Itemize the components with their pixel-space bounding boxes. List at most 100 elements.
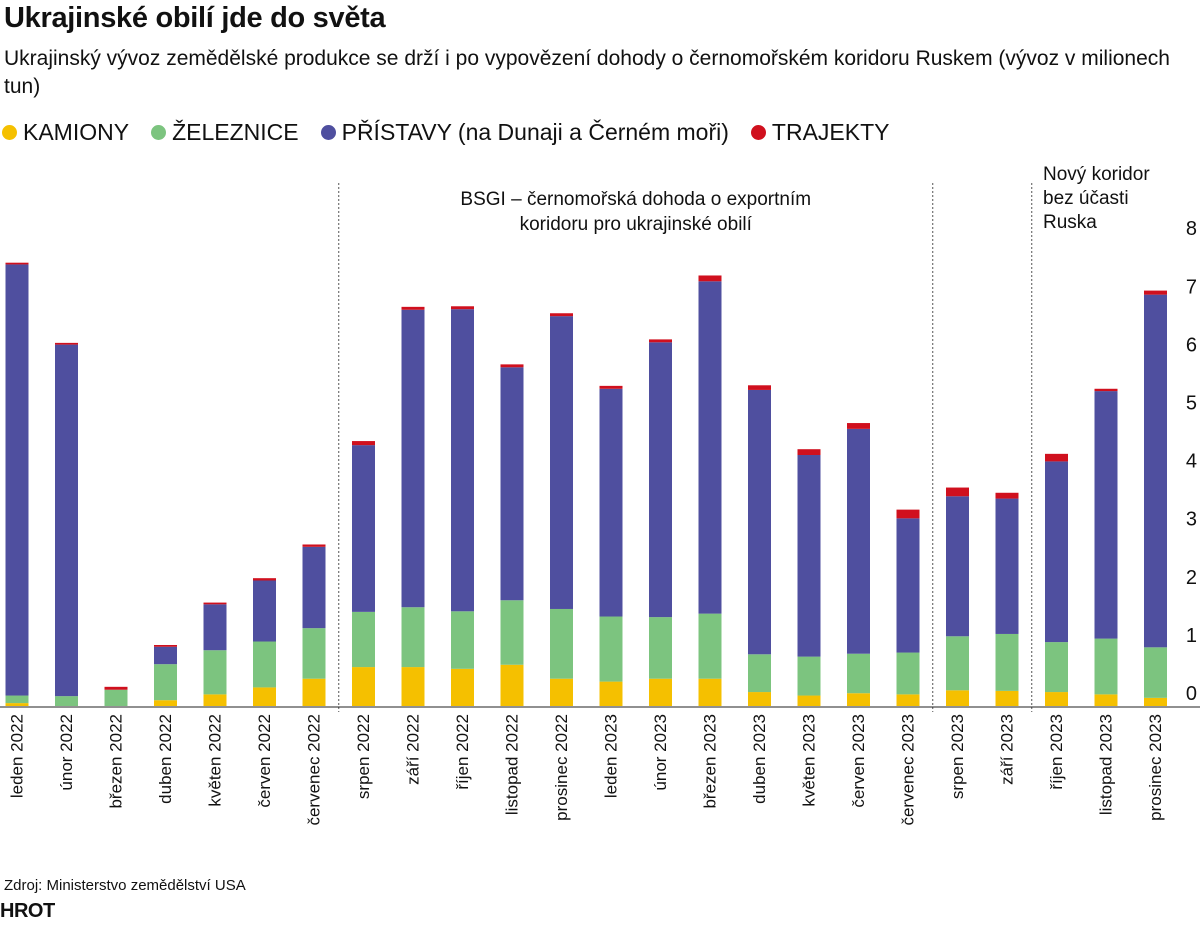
x-tick-label: listopad 2023 <box>1097 714 1116 815</box>
bar-trajekty <box>55 342 78 345</box>
bar-pristavy <box>599 388 623 617</box>
bar-kamiony <box>302 678 326 706</box>
bar-kamiony <box>550 678 573 706</box>
annotation-new-corridor: bez účasti <box>1043 188 1129 209</box>
bar-pristavy <box>500 367 524 601</box>
bar-pristavy <box>748 389 771 655</box>
bar-trajekty <box>401 306 425 310</box>
bar-zeleznice <box>1144 647 1167 698</box>
bar-pristavy <box>302 546 326 629</box>
source-note: Zdroj: Ministerstvo zemědělství USA <box>4 877 246 894</box>
bar-pristavy <box>55 344 78 697</box>
bar-kamiony <box>797 695 821 706</box>
bar-kamiony <box>253 687 276 706</box>
legend-label-trajekty: TRAJEKTY <box>771 118 890 145</box>
bar-kamiony <box>203 694 227 706</box>
annotation-bsgi: koridoru pro ukrajinské obilí <box>520 214 753 235</box>
bar-trajekty <box>302 544 326 547</box>
bar-pristavy <box>946 496 969 637</box>
x-tick-label: duben 2023 <box>750 714 769 804</box>
bar-zeleznice <box>500 600 524 665</box>
bar-zeleznice <box>5 695 29 704</box>
bar-zeleznice <box>154 664 177 701</box>
bar-zeleznice <box>302 628 326 679</box>
bar-pristavy <box>203 604 227 651</box>
x-tick-label: prosinec 2022 <box>552 714 571 821</box>
bar-kamiony <box>995 690 1019 706</box>
x-tick-label: únor 2023 <box>651 714 670 791</box>
bar-kamiony <box>896 694 920 706</box>
bar-trajekty <box>550 313 573 317</box>
bar-kamiony <box>649 678 672 706</box>
bar-zeleznice <box>253 641 276 688</box>
bar-zeleznice <box>1045 642 1068 693</box>
chart-subtitle: Ukrajinský vývoz zemědělské produkce se … <box>4 47 1170 98</box>
x-tick-label: prosinec 2023 <box>1146 714 1165 821</box>
bar-kamiony <box>847 693 870 706</box>
bar-pristavy <box>550 316 573 609</box>
x-tick-label: únor 2022 <box>57 714 76 791</box>
bar-zeleznice <box>698 613 722 679</box>
legend-item-zeleznice: ŽELEZNICE <box>151 119 299 146</box>
bar-kamiony <box>401 667 425 706</box>
x-tick-label: srpen 2023 <box>948 714 967 799</box>
bar-trajekty <box>797 449 821 456</box>
bar-kamiony <box>500 664 524 706</box>
bar-trajekty <box>5 262 29 265</box>
x-tick-label: leden 2023 <box>602 714 621 798</box>
bar-zeleznice <box>896 652 920 695</box>
y-tick-label: 0 <box>1186 683 1197 705</box>
y-tick-label: 4 <box>1186 451 1197 473</box>
legend-label-kamiony: KAMIONY <box>23 118 130 145</box>
bar-trajekty <box>1144 290 1167 295</box>
legend-swatch-pristavy <box>320 124 336 140</box>
bar-zeleznice <box>104 689 128 706</box>
y-tick-label: 6 <box>1186 334 1197 356</box>
legend-swatch-kamiony <box>2 124 17 140</box>
bar-kamiony <box>154 700 177 706</box>
bar-pristavy <box>797 455 821 657</box>
bar-pristavy <box>352 445 375 612</box>
bar-zeleznice <box>748 654 771 693</box>
x-tick-label: duben 2022 <box>156 714 175 804</box>
bar-trajekty <box>649 339 672 343</box>
y-tick-label: 5 <box>1186 393 1197 415</box>
x-tick-label: září 2022 <box>404 714 423 785</box>
bar-trajekty <box>154 644 177 647</box>
y-tick-label: 3 <box>1186 509 1197 531</box>
bar-pristavy <box>1144 294 1167 648</box>
bar-trajekty <box>847 423 870 429</box>
bar-zeleznice <box>203 650 227 695</box>
bar-trajekty <box>203 602 227 605</box>
hrot-logo: HROT <box>0 900 55 922</box>
legend-label-pristavy: PŘÍSTAVY (na Dunaji a Černém moři) <box>341 118 729 145</box>
bar-zeleznice <box>995 633 1019 691</box>
bar-kamiony <box>1045 692 1068 706</box>
bar-zeleznice <box>55 696 78 706</box>
bar-kamiony <box>1094 694 1118 706</box>
bar-trajekty <box>946 487 969 497</box>
bar-zeleznice <box>649 617 672 679</box>
bar-trajekty <box>995 492 1019 499</box>
chart-legend: KAMIONY ŽELEZNICE PŘÍSTAVY (na Dunaji a … <box>2 118 911 146</box>
x-tick-label: září 2023 <box>998 714 1017 785</box>
bar-pristavy <box>649 342 672 618</box>
bar-trajekty <box>104 686 128 690</box>
bar-kamiony <box>1144 697 1167 706</box>
x-tick-label: říjen 2022 <box>453 714 472 790</box>
x-tick-label: říjen 2023 <box>1047 714 1066 790</box>
bar-zeleznice <box>946 636 969 691</box>
bar-zeleznice <box>352 611 375 668</box>
annotation-new-corridor: Nový koridor <box>1043 164 1150 185</box>
bar-trajekty <box>451 306 474 310</box>
bar-zeleznice <box>797 656 821 696</box>
bar-zeleznice <box>451 611 474 669</box>
x-tick-label: červen 2023 <box>849 714 868 808</box>
bar-trajekty <box>748 385 771 390</box>
bar-kamiony <box>352 667 375 706</box>
bar-pristavy <box>995 498 1019 634</box>
legend-swatch-trajekty <box>750 124 766 140</box>
annotation-new-corridor: Ruska <box>1043 212 1097 233</box>
y-tick-label: 1 <box>1186 625 1197 647</box>
bar-pristavy <box>1094 391 1118 639</box>
